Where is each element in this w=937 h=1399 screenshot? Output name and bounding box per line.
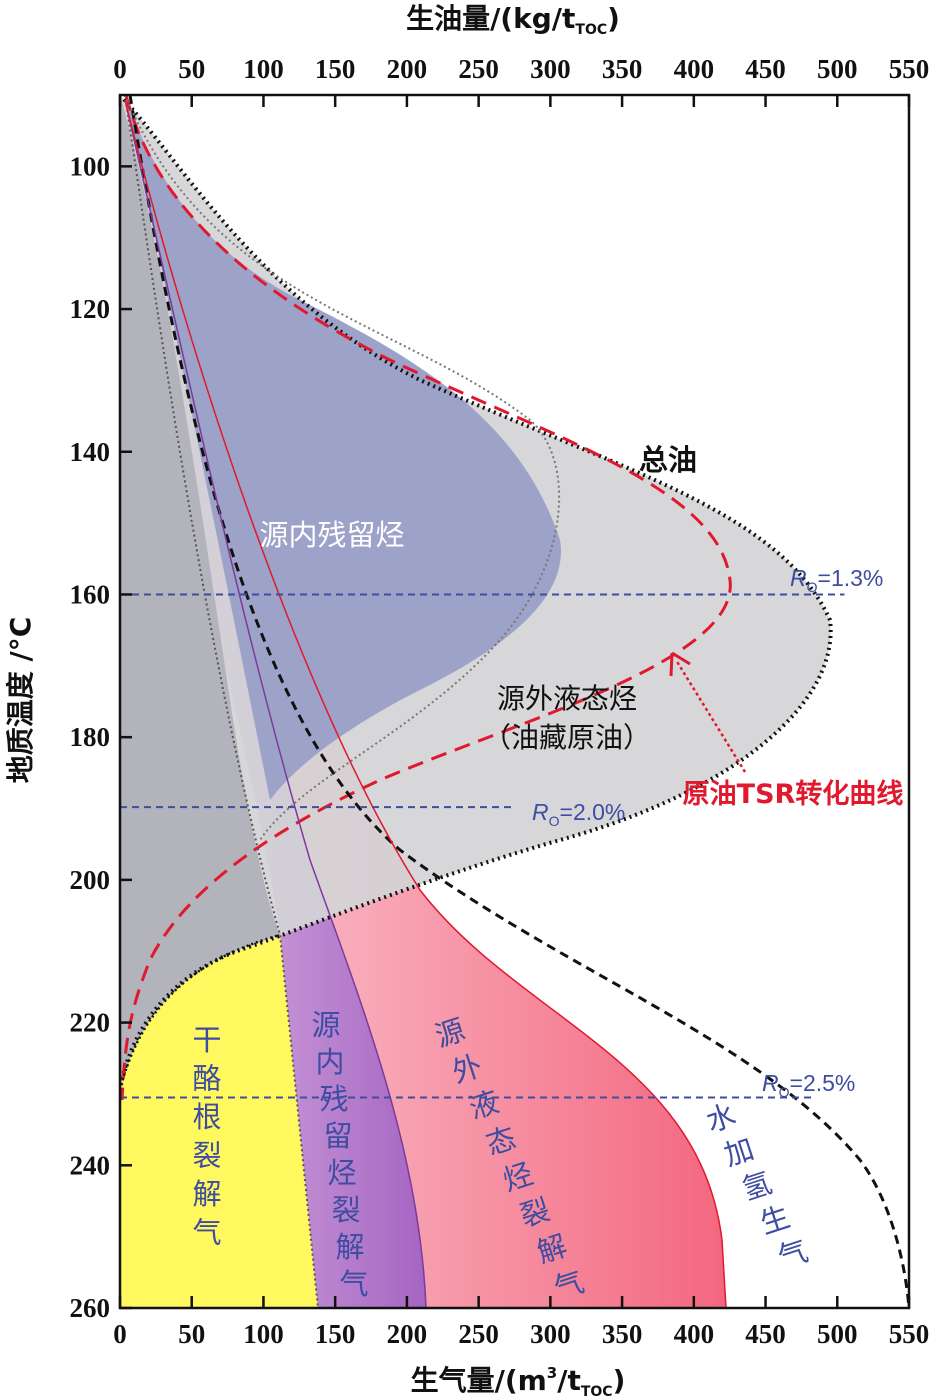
vertical-label-char: 解 (192, 1177, 221, 1211)
vertical-label-char: 气 (339, 1267, 368, 1301)
vertical-label-char: 气 (774, 1233, 812, 1274)
vertical-label-char: 源 (311, 1008, 340, 1042)
top-tick-label: 100 (243, 54, 284, 84)
tsr-arrow-line (674, 659, 747, 773)
top-tick-label: 250 (458, 54, 499, 84)
bottom-tick-label: 550 (889, 1319, 930, 1349)
source-retained-label: 源内残留烃 (259, 518, 404, 552)
retained-hydrocarbon-area (125, 95, 561, 800)
gas-boundary-purple (124, 99, 427, 1308)
bottom-tick-label: 100 (243, 1319, 284, 1349)
vertical-label-char: 气 (192, 1216, 221, 1250)
left-tick-label: 200 (70, 865, 111, 895)
bottom-axis-title: 生气量/(m3/tTOC) (411, 1364, 626, 1399)
kerogen-gas-area (120, 935, 318, 1308)
source-gray-area (120, 95, 280, 1090)
left-tick-label: 120 (70, 294, 111, 324)
vertical-label-char: 氢 (738, 1165, 776, 1206)
vertical-label-char: 解 (335, 1230, 364, 1264)
top-tick-label: 400 (674, 54, 715, 84)
bottom-tick-label: 500 (817, 1319, 858, 1349)
bottom-tick-label: 0 (113, 1319, 127, 1349)
left-tick-label: 180 (70, 722, 111, 752)
vertical-label-char: 烃 (327, 1156, 356, 1190)
left-tick-label: 100 (70, 151, 111, 181)
left-tick-label: 220 (70, 1008, 111, 1038)
left-tick-label: 260 (70, 1293, 111, 1323)
vertical-label-char: 裂 (192, 1139, 221, 1173)
top-tick-label: 300 (530, 54, 571, 84)
top-tick-label: 150 (315, 54, 356, 84)
vertical-label-char: 酪 (192, 1062, 221, 1096)
top-tick-label: 450 (745, 54, 786, 84)
tsr-curve (120, 95, 732, 1101)
top-tick-label: 550 (889, 54, 930, 84)
left-tick-label: 140 (70, 437, 111, 467)
vertical-label-char: 加 (720, 1131, 758, 1172)
ro-lines: RO=1.3% RO=2.0% RO=2.5% (120, 565, 883, 1100)
bottom-axis-ticks: 0 50 100 150 200 250 300 350 400 450 500 550 (113, 1296, 929, 1349)
top-tick-label: 200 (387, 54, 428, 84)
ro-label: RO=2.0% (532, 799, 625, 829)
y-axis-title: 地质温度 /°C (4, 617, 37, 784)
outside-cracking-gas-area (125, 100, 726, 1308)
top-axis-title: 生油量/(kg/tTOC) (406, 2, 620, 38)
tsr-curve-label: 原油TSR转化曲线 (683, 779, 904, 810)
top-tick-label: 500 (817, 54, 858, 84)
bottom-tick-label: 300 (530, 1319, 571, 1349)
vertical-label-char: 生 (756, 1199, 794, 1240)
top-axis-ticks: 0 50 100 150 200 250 300 350 400 450 500 550 (113, 54, 929, 107)
bottom-tick-label: 50 (178, 1319, 205, 1349)
retained-cracking-gas-area (125, 100, 426, 1308)
bottom-tick-label: 400 (674, 1319, 715, 1349)
left-axis-ticks: 100 120 140 160 180 200 220 240 260 (70, 151, 132, 1323)
vertical-label-char: 留 (323, 1119, 352, 1153)
total-oil-label: 总油 (639, 443, 697, 477)
bottom-tick-label: 450 (745, 1319, 786, 1349)
kerogen-boundary (120, 933, 281, 1091)
tsr-arrow-head (669, 651, 691, 677)
top-tick-label: 50 (178, 54, 205, 84)
plot-frame (118, 93, 911, 1310)
vertical-label-char: 残 (319, 1082, 348, 1116)
outside-liquid-label-1: 源外液态烃 (497, 682, 637, 715)
left-tick-label: 240 (70, 1150, 111, 1180)
vertical-label-char: 干 (192, 1023, 221, 1057)
vertical-label-char: 根 (192, 1100, 221, 1134)
dotted-separator-2 (124, 95, 561, 841)
top-tick-label: 350 (602, 54, 643, 84)
top-tick-label: 0 (113, 54, 127, 84)
gas-boundary-pink (124, 99, 727, 1308)
left-tick-label: 160 (70, 579, 111, 609)
bottom-tick-label: 250 (458, 1319, 499, 1349)
ro-label: RO=2.5% (762, 1070, 855, 1100)
bottom-tick-label: 150 (315, 1319, 356, 1349)
vertical-label-char: 内 (315, 1045, 344, 1079)
vertical-label-char: 水 (702, 1097, 740, 1138)
water-hydrogen-curve (128, 95, 909, 1308)
top-axis-title-sub: TOC (575, 22, 607, 38)
bottom-tick-label: 200 (387, 1319, 428, 1349)
ro-label: RO=1.3% (790, 565, 883, 595)
vertical-label-char: 裂 (331, 1193, 360, 1227)
outside-liquid-label-2: （油藏原油） (483, 721, 651, 754)
bottom-tick-label: 350 (602, 1319, 643, 1349)
